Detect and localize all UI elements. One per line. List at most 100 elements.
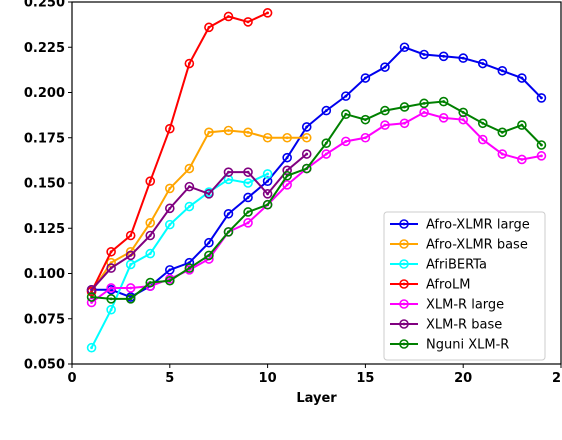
data-point <box>165 183 175 194</box>
data-point-center <box>442 54 446 58</box>
data-point-center <box>187 266 191 270</box>
data-point <box>165 265 175 275</box>
legend-label: AfroLM <box>426 278 470 293</box>
data-point <box>517 120 527 130</box>
data-point-center <box>227 15 230 18</box>
data-point <box>86 342 97 353</box>
data-point-center <box>168 279 172 283</box>
data-point <box>419 107 429 118</box>
data-point-center <box>109 250 113 254</box>
data-point-center <box>207 130 211 134</box>
y-tick-label: 0.125 <box>24 222 65 237</box>
data-point <box>106 257 116 268</box>
data-point <box>262 189 273 199</box>
data-point <box>184 163 195 174</box>
data-point-center <box>481 121 485 125</box>
data-point <box>438 113 449 123</box>
data-point <box>301 122 312 132</box>
data-point-center <box>461 118 465 122</box>
legend-marker-center <box>402 342 406 346</box>
legend-label: Nguni XLM-R <box>426 338 509 353</box>
data-point-center <box>246 210 250 214</box>
data-point-center <box>246 170 250 174</box>
data-point-center <box>324 152 328 156</box>
data-point-center <box>129 297 133 301</box>
data-point <box>223 125 234 136</box>
data-point <box>536 151 547 161</box>
data-point <box>399 42 410 53</box>
series-line <box>90 11 269 293</box>
data-point-center <box>90 295 93 299</box>
data-point-center <box>266 192 269 196</box>
legend-marker-center <box>402 222 406 226</box>
data-point-center <box>187 62 191 65</box>
legend-marker <box>399 319 409 329</box>
data-point-center <box>285 136 289 140</box>
data-point-center <box>540 143 543 147</box>
y-tick-label: 0.075 <box>24 312 65 327</box>
data-point-center <box>266 172 269 176</box>
data-point-center <box>305 167 309 170</box>
data-point <box>262 169 273 179</box>
data-point <box>321 105 332 116</box>
data-point-center <box>90 288 93 292</box>
data-point <box>380 62 390 72</box>
data-point-center <box>461 56 465 60</box>
data-point <box>380 105 390 116</box>
data-point <box>458 107 469 118</box>
data-point-center <box>109 308 113 312</box>
data-point-center <box>207 192 211 196</box>
legend-item: Afro-XLMR base <box>390 238 528 253</box>
data-point-center <box>148 252 152 255</box>
y-tick-label: 0.250 <box>24 0 65 11</box>
data-point-center <box>442 116 446 120</box>
data-point <box>223 227 234 237</box>
data-point-center <box>383 65 387 69</box>
legend-item: AfriBERTa <box>390 258 487 273</box>
data-point-center <box>344 112 348 116</box>
data-point-center <box>403 121 406 125</box>
data-point-center <box>442 100 446 103</box>
data-point-center <box>187 167 191 170</box>
data-point <box>86 297 97 308</box>
data-point <box>517 154 527 165</box>
legend-label: AfriBERTa <box>426 258 487 273</box>
x-axis: 0 5 10 15 20 25 <box>67 364 562 386</box>
data-point <box>341 91 351 101</box>
data-point-center <box>90 346 93 350</box>
legend-marker-center <box>402 242 406 246</box>
legend-label: Afro-XLMR base <box>426 238 528 253</box>
data-point-center <box>168 223 172 227</box>
legend-marker <box>399 279 409 289</box>
data-point <box>282 152 292 163</box>
legend-item: XLM-R base <box>390 318 502 333</box>
data-point <box>204 22 214 33</box>
data-point-center <box>187 185 191 189</box>
data-point-center <box>422 101 426 105</box>
data-point-center <box>520 123 524 127</box>
data-point-center <box>364 136 367 140</box>
y-tick-label: 0.150 <box>24 177 65 192</box>
data-point <box>399 102 410 112</box>
data-point <box>184 201 195 212</box>
data-point-center <box>481 138 485 141</box>
data-point-center <box>520 158 524 161</box>
data-point-center <box>227 230 230 234</box>
data-point-center <box>266 179 269 183</box>
data-point <box>125 294 136 304</box>
x-tick-label: 5 <box>165 371 174 386</box>
data-point <box>223 208 234 219</box>
data-point-center <box>129 254 133 257</box>
data-point <box>243 218 253 228</box>
data-point-center <box>148 221 152 225</box>
data-point <box>125 283 136 293</box>
data-point <box>419 49 429 60</box>
data-point-center <box>403 105 406 109</box>
data-point-center <box>305 136 309 140</box>
data-point <box>497 149 508 159</box>
data-point-center <box>246 196 250 199</box>
legend-marker-center <box>402 262 406 266</box>
x-tick-label: 10 <box>259 371 277 386</box>
data-point <box>438 51 449 62</box>
data-point <box>125 259 136 270</box>
